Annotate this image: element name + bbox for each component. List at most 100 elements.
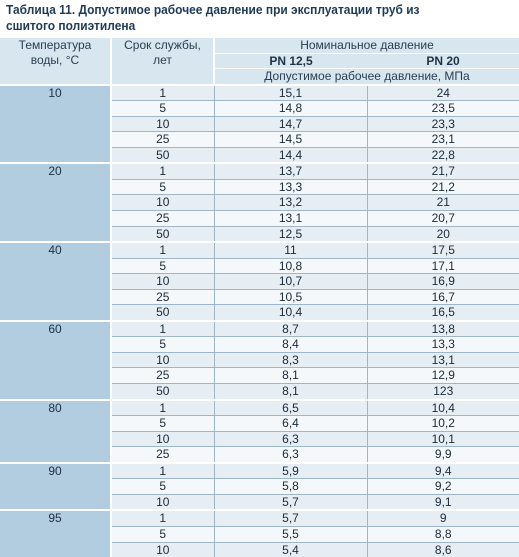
service-life-cell: 1 [111, 83, 215, 101]
table-row: 10 14,7 23,3 [0, 115, 519, 132]
table-row: 5 5,8 9,2 [0, 478, 519, 495]
service-life-cell: 10 [111, 115, 215, 132]
service-life-cell: 25 [111, 446, 215, 463]
service-life-cell: 50 [111, 304, 215, 321]
table-row: 10 8,3 13,1 [0, 351, 519, 368]
table-row: 5 13,3 21,2 [0, 178, 519, 195]
pn20-cell: 13,3 [367, 336, 519, 353]
service-life-cell: 50 [111, 383, 215, 400]
pn20-cell: 21 [367, 194, 519, 211]
pn12-5-cell: 11 [214, 241, 368, 259]
pn20-cell: 20 [367, 225, 519, 243]
pn20-cell: 20,7 [367, 210, 519, 227]
service-life-cell: 1 [111, 461, 215, 479]
pn12-5-cell: 6,3 [214, 446, 368, 463]
pn20-cell: 21,2 [367, 178, 519, 195]
temperature-cell: 40 [0, 241, 112, 321]
pn20-cell: 123 [367, 383, 519, 400]
service-life-cell: 50 [111, 225, 215, 243]
pn12-5-cell: 10,8 [214, 257, 368, 274]
table-row: 50 8,1 123 [0, 383, 519, 400]
service-life-cell: 1 [111, 319, 215, 337]
table-row: 5 14,8 23,5 [0, 100, 519, 117]
pn20-cell: 8,6 [367, 541, 519, 557]
pn20-cell: 21,7 [367, 162, 519, 180]
pn12-5-cell: 10,5 [214, 288, 368, 305]
allowed-pressure-header: Допустимое рабочее давление, МПа [214, 68, 519, 85]
temperature-header: Температура воды, °С [0, 38, 112, 85]
table-title: Таблица 11. Допустимое рабочее давление … [6, 2, 420, 33]
pn20-cell: 23,3 [367, 115, 519, 132]
pn12-5-cell: 10,7 [214, 273, 368, 290]
nominal-pressure-header: Номинальное давление [214, 38, 519, 54]
service-life-cell: 10 [111, 430, 215, 447]
pn20-cell: 10,1 [367, 430, 519, 447]
service-life-cell: 10 [111, 493, 215, 511]
service-life-cell: 1 [111, 162, 215, 180]
pn20-cell: 16,7 [367, 288, 519, 305]
pn20-header: PN 20 [367, 53, 519, 70]
table-row: 90 1 5,9 9,4 [0, 461, 519, 511]
pn20-cell: 13,8 [367, 319, 519, 337]
service-life-cell: 5 [111, 478, 215, 495]
pn20-cell: 23,5 [367, 100, 519, 117]
service-life-cell: 5 [111, 336, 215, 353]
service-life-cell: 25 [111, 367, 215, 384]
temperature-cell: 20 [0, 162, 112, 243]
service-life-cell: 10 [111, 351, 215, 368]
pn12-5-cell: 5,4 [214, 541, 368, 557]
service-life-cell: 5 [111, 100, 215, 117]
table-row: 40 1 11 17,5 [0, 241, 519, 321]
table-row: 25 8,1 12,9 [0, 367, 519, 384]
pn20-cell: 10,2 [367, 415, 519, 432]
pn12-5-cell: 8,1 [214, 383, 368, 400]
table-row: 60 1 8,7 13,8 [0, 319, 519, 400]
table-row: 25 6,3 9,9 [0, 446, 519, 463]
table-row: 50 10,4 16,5 [0, 304, 519, 321]
pn12-5-cell: 6,3 [214, 430, 368, 447]
pn12-5-header: PN 12,5 [214, 53, 367, 70]
service-life-cell: 25 [111, 288, 215, 305]
table-row: 10 5,7 9,1 [0, 493, 519, 511]
service-life-cell: 10 [111, 273, 215, 290]
pn20-cell: 9 [367, 509, 519, 527]
service-life-cell: 10 [111, 194, 215, 211]
service-life-cell: 25 [111, 131, 215, 148]
service-life-cell: 25 [111, 210, 215, 227]
pn20-cell: 9,1 [367, 493, 519, 511]
table-row: 10 6,3 10,1 [0, 430, 519, 447]
pn20-cell: 22,8 [367, 146, 519, 164]
pn20-cell: 9,9 [367, 446, 519, 463]
pn20-cell: 9,2 [367, 478, 519, 495]
temperature-cell: 10 [0, 83, 112, 164]
service-life-cell: 1 [111, 509, 215, 527]
pn20-cell: 8,8 [367, 525, 519, 542]
pn12-5-cell: 5,7 [214, 493, 368, 511]
table-row: 25 14,5 23,1 [0, 131, 519, 148]
pn20-cell: 16,5 [367, 304, 519, 321]
temperature-cell: 60 [0, 319, 112, 400]
table-row: 20 1 13,7 21,7 [0, 162, 519, 243]
service-life-cell: 5 [111, 415, 215, 432]
pn12-5-cell: 5,7 [214, 509, 368, 527]
pn12-5-cell: 13,7 [214, 162, 368, 180]
pn12-5-cell: 5,8 [214, 478, 368, 495]
temperature-header-line1: Температура [18, 38, 92, 52]
table-row: 25 13,1 20,7 [0, 210, 519, 227]
table-row: 10 1 15,1 24 [0, 83, 519, 164]
service-life-header-line1: Срок службы, [124, 38, 201, 52]
pn12-5-cell: 13,2 [214, 194, 368, 211]
pn20-cell: 10,4 [367, 398, 519, 416]
pn12-5-cell: 8,1 [214, 367, 368, 384]
service-life-cell: 10 [111, 541, 215, 557]
service-life-header-line2: лет [153, 53, 172, 67]
pn12-5-cell: 14,8 [214, 100, 368, 117]
service-life-cell: 50 [111, 146, 215, 164]
pn12-5-cell: 14,7 [214, 115, 368, 132]
pn12-5-cell: 8,7 [214, 319, 368, 337]
temperature-header-line2: воды, °С [30, 53, 80, 67]
pn20-cell: 13,1 [367, 351, 519, 368]
pn20-cell: 17,5 [367, 241, 519, 259]
table-row: 10 13,2 21 [0, 194, 519, 211]
table-row: 5 8,4 13,3 [0, 336, 519, 353]
